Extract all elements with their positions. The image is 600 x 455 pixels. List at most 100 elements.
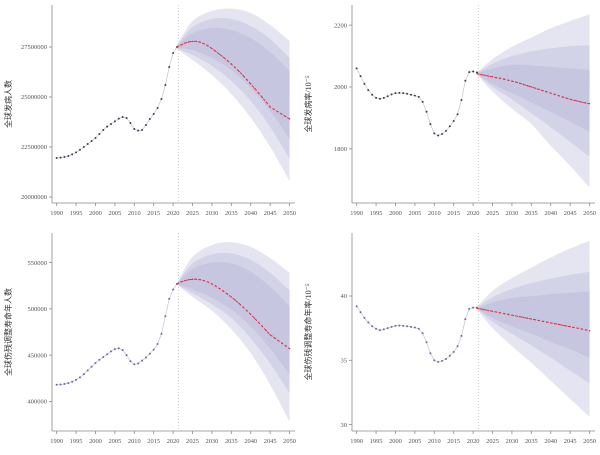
y-tick-label: 30 xyxy=(341,422,348,429)
forecast-point xyxy=(588,330,591,332)
forecast-point xyxy=(550,92,552,94)
x-tick-label: 1995 xyxy=(70,210,83,217)
forecast-point xyxy=(553,322,556,325)
y-tick-label: 22500000 xyxy=(21,144,47,151)
forecast-point xyxy=(211,283,213,285)
history-point xyxy=(164,84,167,86)
history-point xyxy=(425,341,428,344)
y-tick-label: 35 xyxy=(341,357,348,364)
confidence-band-middle xyxy=(476,271,590,384)
history-point xyxy=(129,122,132,124)
history-point xyxy=(106,353,109,356)
history-point xyxy=(71,380,74,383)
plot-area xyxy=(355,233,591,431)
x-tick-label: 1995 xyxy=(370,210,383,217)
history-point xyxy=(452,350,455,353)
history-line xyxy=(56,46,178,159)
x-tick-label: 2015 xyxy=(147,210,160,217)
history-point xyxy=(78,376,81,379)
x-tick-label: 2010 xyxy=(428,438,441,445)
history-point xyxy=(71,153,74,156)
history-point xyxy=(67,155,70,157)
forecast-point xyxy=(176,46,178,48)
history-point xyxy=(433,132,436,135)
history-point xyxy=(456,113,459,116)
x-tick-label: 2000 xyxy=(389,438,402,445)
history-point xyxy=(86,143,89,145)
history-point xyxy=(59,383,62,386)
history-point xyxy=(367,321,370,324)
forecast-point xyxy=(573,99,575,101)
history-point xyxy=(363,316,366,319)
history-point xyxy=(382,96,385,99)
forecast-point xyxy=(284,115,287,118)
history-line xyxy=(356,306,477,363)
plot-area xyxy=(55,233,291,431)
forecast-point xyxy=(215,50,217,53)
history-point xyxy=(110,350,113,353)
forecast-point xyxy=(581,328,583,330)
y-tick-label: 20000000 xyxy=(21,194,47,201)
x-tick-label: 2030 xyxy=(506,210,519,217)
history-point xyxy=(367,89,370,92)
confidence-band-inner xyxy=(176,262,290,375)
history-point xyxy=(429,352,432,355)
forecast-point xyxy=(176,283,178,285)
forecast-point xyxy=(495,311,498,313)
history-point xyxy=(63,156,66,158)
history-point xyxy=(98,133,101,135)
forecast-point xyxy=(484,74,486,76)
global-daly-cases-chart: 400000 450000 500000 550000 1990 1995 2000 2005… xyxy=(3,233,296,445)
x-tick-label: 2050 xyxy=(583,210,596,217)
history-point xyxy=(460,334,463,337)
forecast-point xyxy=(211,47,213,50)
history-point xyxy=(359,75,362,78)
chart-cell-global-daly-cases: 400000 450000 500000 550000 1990 1995 2000 2005… xyxy=(0,228,300,455)
confidence-band-outer xyxy=(176,8,290,181)
forecast-point xyxy=(222,290,225,292)
forecast-point xyxy=(246,78,248,81)
x-tick-label: 2040 xyxy=(244,438,257,445)
forecast-point xyxy=(230,296,233,298)
history-point xyxy=(394,92,397,95)
history-point xyxy=(433,359,436,362)
history-point xyxy=(378,329,381,332)
history-point xyxy=(67,382,70,385)
forecast-point xyxy=(226,59,229,62)
history-point xyxy=(137,362,140,365)
history-point xyxy=(444,358,447,360)
confidence-band-inner xyxy=(176,27,290,139)
history-point xyxy=(429,123,432,126)
history-point xyxy=(375,327,378,330)
history-point xyxy=(402,92,405,95)
forecast-point xyxy=(265,330,267,332)
history-point xyxy=(394,324,397,327)
history-point xyxy=(421,100,424,103)
forecast-point xyxy=(487,75,490,77)
x-tick-label: 2045 xyxy=(564,210,577,217)
history-point xyxy=(448,354,451,357)
history-point xyxy=(460,98,463,101)
history-point xyxy=(133,128,136,130)
forecast-point xyxy=(588,102,591,105)
forecast-point xyxy=(288,347,291,350)
x-tick-label: 2005 xyxy=(408,210,421,217)
forecast-point xyxy=(257,92,260,94)
history-point xyxy=(390,325,393,328)
forecast-point xyxy=(561,96,564,98)
y-axis-title: 全球伤残调整寿命年率/10⁻⁵ xyxy=(303,283,313,380)
confidence-band-middle xyxy=(476,45,590,157)
x-tick-label: 2025 xyxy=(186,438,199,445)
x-tick-label: 2030 xyxy=(206,210,219,217)
x-tick-label: 1990 xyxy=(50,438,63,445)
y-tick-label: 25000000 xyxy=(21,94,47,101)
forecast-point xyxy=(191,278,194,280)
forecast-point xyxy=(230,63,233,65)
chart-cell-global-daly-rate: 30 35 40 1990 1995 2000 2005 2010 2015 2020 2025 20… xyxy=(300,228,600,455)
confidence-band-outer xyxy=(476,240,590,417)
forecast-point xyxy=(281,342,283,344)
x-tick-label: 2015 xyxy=(447,438,460,445)
forecast-point xyxy=(184,42,186,44)
forecast-point xyxy=(569,98,571,101)
